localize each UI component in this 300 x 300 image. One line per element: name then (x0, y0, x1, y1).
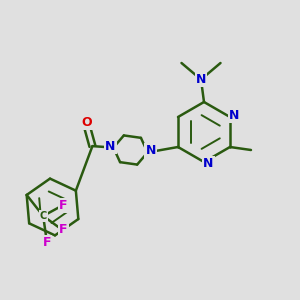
Text: N: N (105, 140, 116, 153)
Text: O: O (82, 116, 92, 129)
Text: N: N (203, 157, 214, 170)
Text: N: N (229, 109, 240, 122)
Text: C: C (40, 211, 47, 221)
Text: N: N (146, 144, 156, 158)
Text: N: N (196, 73, 206, 86)
Text: F: F (43, 236, 51, 249)
Text: F: F (59, 199, 68, 212)
Text: F: F (59, 223, 68, 236)
